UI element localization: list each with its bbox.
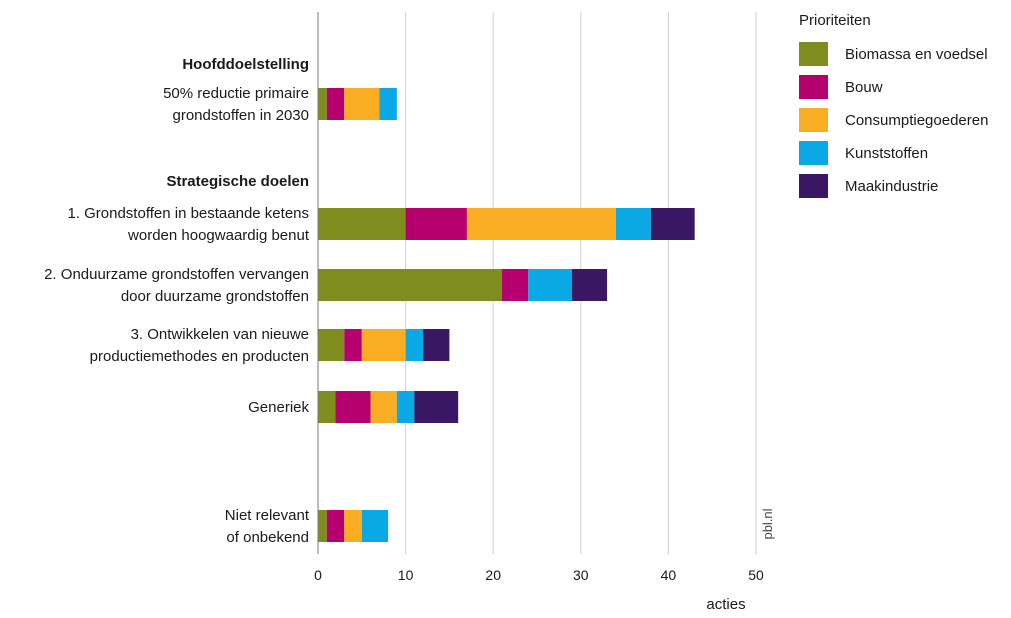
bar-segment — [326, 510, 345, 542]
bar-segment — [318, 88, 327, 120]
x-tick-label: 0 — [314, 567, 322, 583]
category-label: 50% reductie primaire — [163, 85, 309, 102]
category-labels: 50% reductie primaire grondstoffen in 203… — [44, 85, 310, 546]
legend-swatch — [799, 42, 828, 66]
bar-segment — [528, 269, 573, 301]
category-label: Generiek — [248, 399, 309, 416]
bar-segment — [572, 269, 608, 301]
bar-segment — [344, 329, 362, 361]
category-label: productiemethodes en producten — [90, 348, 309, 365]
bar-segment — [326, 88, 345, 120]
bar-segment — [414, 391, 459, 423]
group-heading-strategische-doelen: Strategische doelen — [166, 173, 309, 190]
category-label: grondstoffen in 2030 — [172, 107, 309, 124]
legend-swatch — [799, 174, 828, 198]
legend-swatch — [799, 108, 828, 132]
bar-segment — [318, 391, 336, 423]
group-heading-hoofddoelstelling: Hoofddoelstelling — [182, 56, 309, 73]
legend-label: Kunststoffen — [845, 145, 928, 162]
category-label: Niet relevant — [225, 507, 310, 524]
legend-label: Consumptiegoederen — [845, 112, 988, 129]
category-label: of onbekend — [226, 529, 309, 546]
x-tick-label: 20 — [485, 567, 501, 583]
legend-swatch — [799, 141, 828, 165]
bar-segment — [344, 510, 362, 542]
bar-segment — [318, 208, 406, 240]
category-label: 2. Onduurzame grondstoffen vervangen — [44, 266, 309, 283]
bar-segment — [318, 269, 502, 301]
x-axis-title: acties — [706, 596, 745, 613]
bar-segment — [361, 510, 389, 542]
x-axis-ticks: 0 10 20 30 40 50 — [314, 567, 764, 583]
legend: Prioriteiten Biomassa en voedsel Bouw Cons… — [799, 12, 988, 198]
x-tick-label: 40 — [661, 567, 677, 583]
bar-segment — [466, 208, 616, 240]
category-label: 1. Grondstoffen in bestaande ketens — [67, 205, 309, 222]
bar-segment — [423, 329, 450, 361]
bars — [318, 88, 695, 542]
bar-segment — [370, 391, 397, 423]
bar-segment — [344, 88, 380, 120]
bar-segment — [335, 391, 371, 423]
category-label: worden hoogwaardig benut — [127, 227, 310, 244]
category-label: door duurzame grondstoffen — [121, 288, 309, 305]
legend-items: Biomassa en voedsel Bouw Consumptiegoedere… — [799, 42, 988, 198]
x-tick-label: 30 — [573, 567, 589, 583]
x-tick-label: 50 — [748, 567, 764, 583]
bar-segment — [650, 208, 695, 240]
bar-segment — [318, 510, 327, 542]
bar-segment — [501, 269, 529, 301]
legend-swatch — [799, 75, 828, 99]
legend-label: Maakindustrie — [845, 178, 938, 195]
legend-title: Prioriteiten — [799, 12, 871, 29]
bar-segment — [396, 391, 415, 423]
bar-segment — [318, 329, 345, 361]
category-label: 3. Ontwikkelen van nieuwe — [131, 326, 309, 343]
source-label: pbl.nl — [760, 508, 775, 539]
bar-segment — [361, 329, 406, 361]
bar-segment — [379, 88, 397, 120]
bar-segment — [405, 208, 467, 240]
legend-label: Biomassa en voedsel — [845, 46, 988, 63]
bar-segment — [615, 208, 651, 240]
legend-label: Bouw — [845, 79, 883, 96]
bar-segment — [405, 329, 424, 361]
x-tick-label: 10 — [398, 567, 414, 583]
